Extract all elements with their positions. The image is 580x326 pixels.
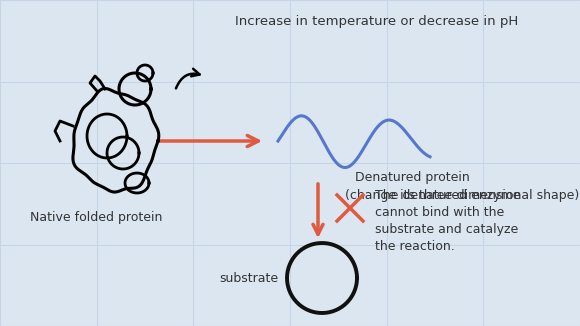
Text: substrate: substrate	[219, 272, 278, 285]
Text: Denatured protein: Denatured protein	[355, 171, 470, 185]
Text: Native folded protein: Native folded protein	[30, 212, 162, 225]
Text: The denatured enzyme: The denatured enzyme	[375, 189, 520, 202]
Text: substrate and catalyze: substrate and catalyze	[375, 224, 519, 236]
Text: the reaction.: the reaction.	[375, 241, 455, 254]
Text: Increase in temperature or decrease in pH: Increase in temperature or decrease in p…	[235, 14, 519, 27]
Text: (change its three-dimensional shape): (change its three-dimensional shape)	[345, 189, 579, 202]
Text: cannot bind with the: cannot bind with the	[375, 206, 504, 219]
